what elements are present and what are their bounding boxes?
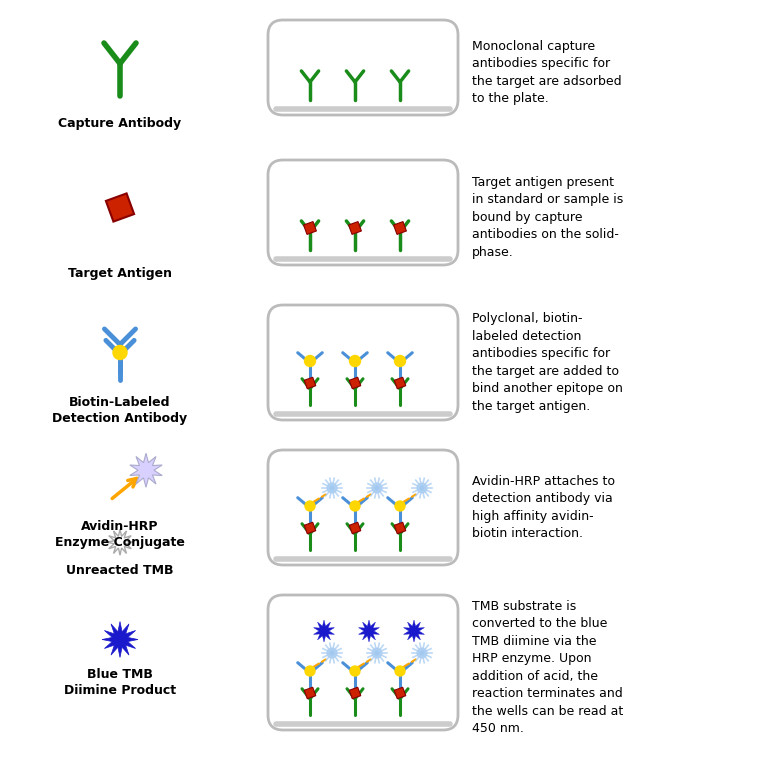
Circle shape (305, 501, 315, 511)
FancyBboxPatch shape (268, 305, 458, 420)
Text: Polyclonal, biotin-
labeled detection
antibodies specific for
the target are add: Polyclonal, biotin- labeled detection an… (472, 312, 623, 413)
Bar (394, 523, 406, 534)
Bar (349, 688, 361, 699)
Polygon shape (130, 453, 162, 487)
Text: Unreacted TMB: Unreacted TMB (66, 564, 173, 577)
Bar (348, 222, 361, 235)
Polygon shape (313, 620, 335, 642)
Polygon shape (102, 621, 138, 658)
Bar (304, 523, 316, 534)
Text: Biotin-Labeled
Detection Antibody: Biotin-Labeled Detection Antibody (53, 396, 188, 425)
Circle shape (417, 648, 427, 658)
Circle shape (305, 355, 316, 367)
Polygon shape (358, 620, 380, 642)
FancyBboxPatch shape (268, 450, 458, 565)
Text: Avidin-HRP
Enzyme Conjugate: Avidin-HRP Enzyme Conjugate (55, 520, 185, 549)
Text: Target antigen present
in standard or sample is
bound by capture
antibodies on t: Target antigen present in standard or sa… (472, 176, 623, 259)
Text: Target Antigen: Target Antigen (68, 267, 172, 280)
Circle shape (327, 648, 337, 658)
Bar (393, 222, 406, 235)
Circle shape (372, 483, 382, 493)
Bar (304, 377, 316, 389)
Polygon shape (107, 529, 133, 555)
Circle shape (349, 355, 361, 367)
Circle shape (305, 666, 315, 676)
Text: Blue TMB
Diimine Product: Blue TMB Diimine Product (64, 668, 176, 697)
Text: Avidin-HRP attaches to
detection antibody via
high affinity avidin-
biotin inter: Avidin-HRP attaches to detection antibod… (472, 474, 615, 540)
Bar (303, 222, 316, 235)
Text: Monoclonal capture
antibodies specific for
the target are adsorbed
to the plate.: Monoclonal capture antibodies specific f… (472, 40, 622, 105)
FancyBboxPatch shape (268, 595, 458, 730)
Bar (349, 377, 361, 389)
Circle shape (395, 501, 405, 511)
FancyBboxPatch shape (268, 20, 458, 115)
Circle shape (395, 666, 405, 676)
Bar (394, 377, 406, 389)
Circle shape (350, 501, 360, 511)
Bar (304, 688, 316, 699)
Polygon shape (403, 620, 425, 642)
Bar (106, 193, 134, 222)
Circle shape (417, 483, 427, 493)
Circle shape (394, 355, 406, 367)
Text: Capture Antibody: Capture Antibody (58, 117, 182, 130)
Text: TMB substrate is
converted to the blue
TMB diimine via the
HRP enzyme. Upon
addi: TMB substrate is converted to the blue T… (472, 600, 623, 735)
Bar (394, 688, 406, 699)
Circle shape (327, 483, 337, 493)
Circle shape (113, 345, 127, 360)
Bar (349, 523, 361, 534)
Circle shape (372, 648, 382, 658)
Circle shape (350, 666, 360, 676)
FancyBboxPatch shape (268, 160, 458, 265)
